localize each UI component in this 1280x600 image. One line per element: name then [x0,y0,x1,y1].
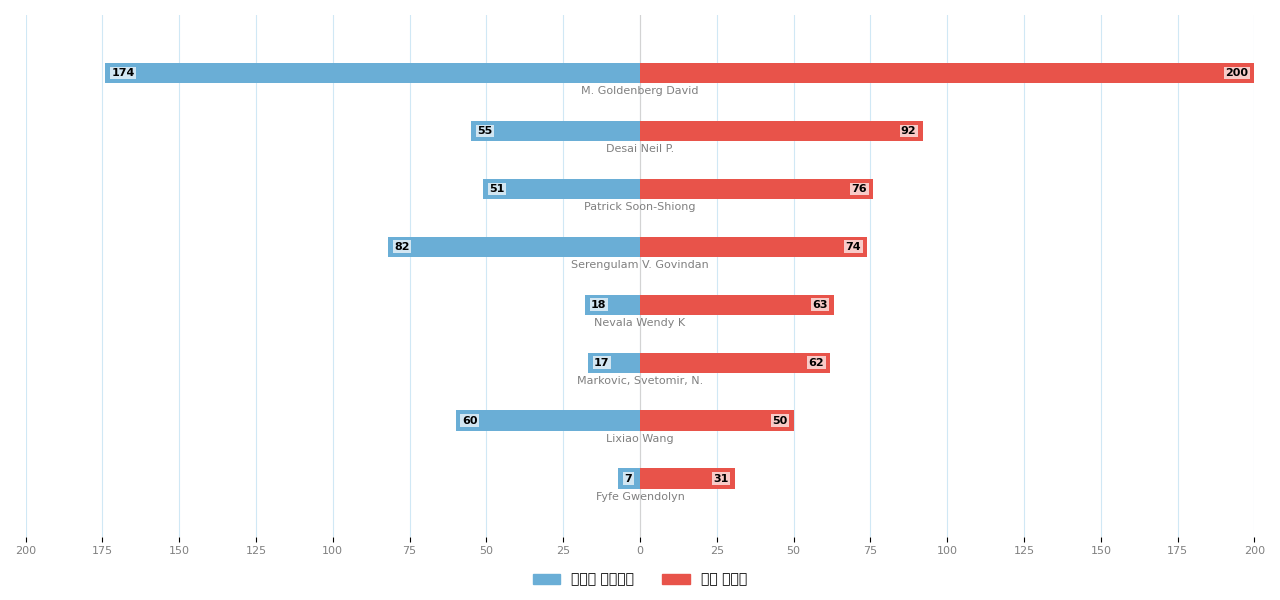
Bar [640,469,735,488]
Text: 50: 50 [772,416,787,425]
Text: 18: 18 [591,300,607,310]
Bar [640,410,794,431]
Text: 92: 92 [901,126,916,136]
Text: Desai Neil P.: Desai Neil P. [605,144,675,154]
Bar [588,353,640,373]
Bar [471,121,640,141]
Text: 174: 174 [111,68,134,78]
Text: 62: 62 [809,358,824,368]
Text: 63: 63 [812,300,827,310]
Bar [618,469,640,488]
Bar [640,179,873,199]
Text: Markovic, Svetomir, N.: Markovic, Svetomir, N. [577,376,703,386]
Text: Lixiao Wang: Lixiao Wang [607,434,673,443]
Bar [456,410,640,431]
Bar [640,295,833,315]
Text: M. Goldenberg David: M. Goldenberg David [581,86,699,96]
Text: 51: 51 [489,184,504,194]
Bar [585,295,640,315]
Bar [484,179,640,199]
Text: 200: 200 [1225,68,1248,78]
Bar [388,236,640,257]
Text: Nevala Wendy K: Nevala Wendy K [594,318,686,328]
Text: 31: 31 [714,473,730,484]
Bar [640,121,923,141]
Text: 60: 60 [462,416,477,425]
Text: 55: 55 [477,126,493,136]
Text: 74: 74 [846,242,861,252]
Text: Fyfe Gwendolyn: Fyfe Gwendolyn [595,491,685,502]
Bar [640,353,831,373]
Bar [105,63,640,83]
Bar [640,236,868,257]
Bar [640,63,1254,83]
Text: 7: 7 [625,473,632,484]
Legend: 심사관 피인용수, 공개 특허수: 심사관 피인용수, 공개 특허수 [527,567,753,592]
Text: 76: 76 [851,184,868,194]
Text: 17: 17 [594,358,609,368]
Text: Patrick Soon-Shiong: Patrick Soon-Shiong [584,202,696,212]
Text: Serengulam V. Govindan: Serengulam V. Govindan [571,260,709,270]
Text: 82: 82 [394,242,410,252]
